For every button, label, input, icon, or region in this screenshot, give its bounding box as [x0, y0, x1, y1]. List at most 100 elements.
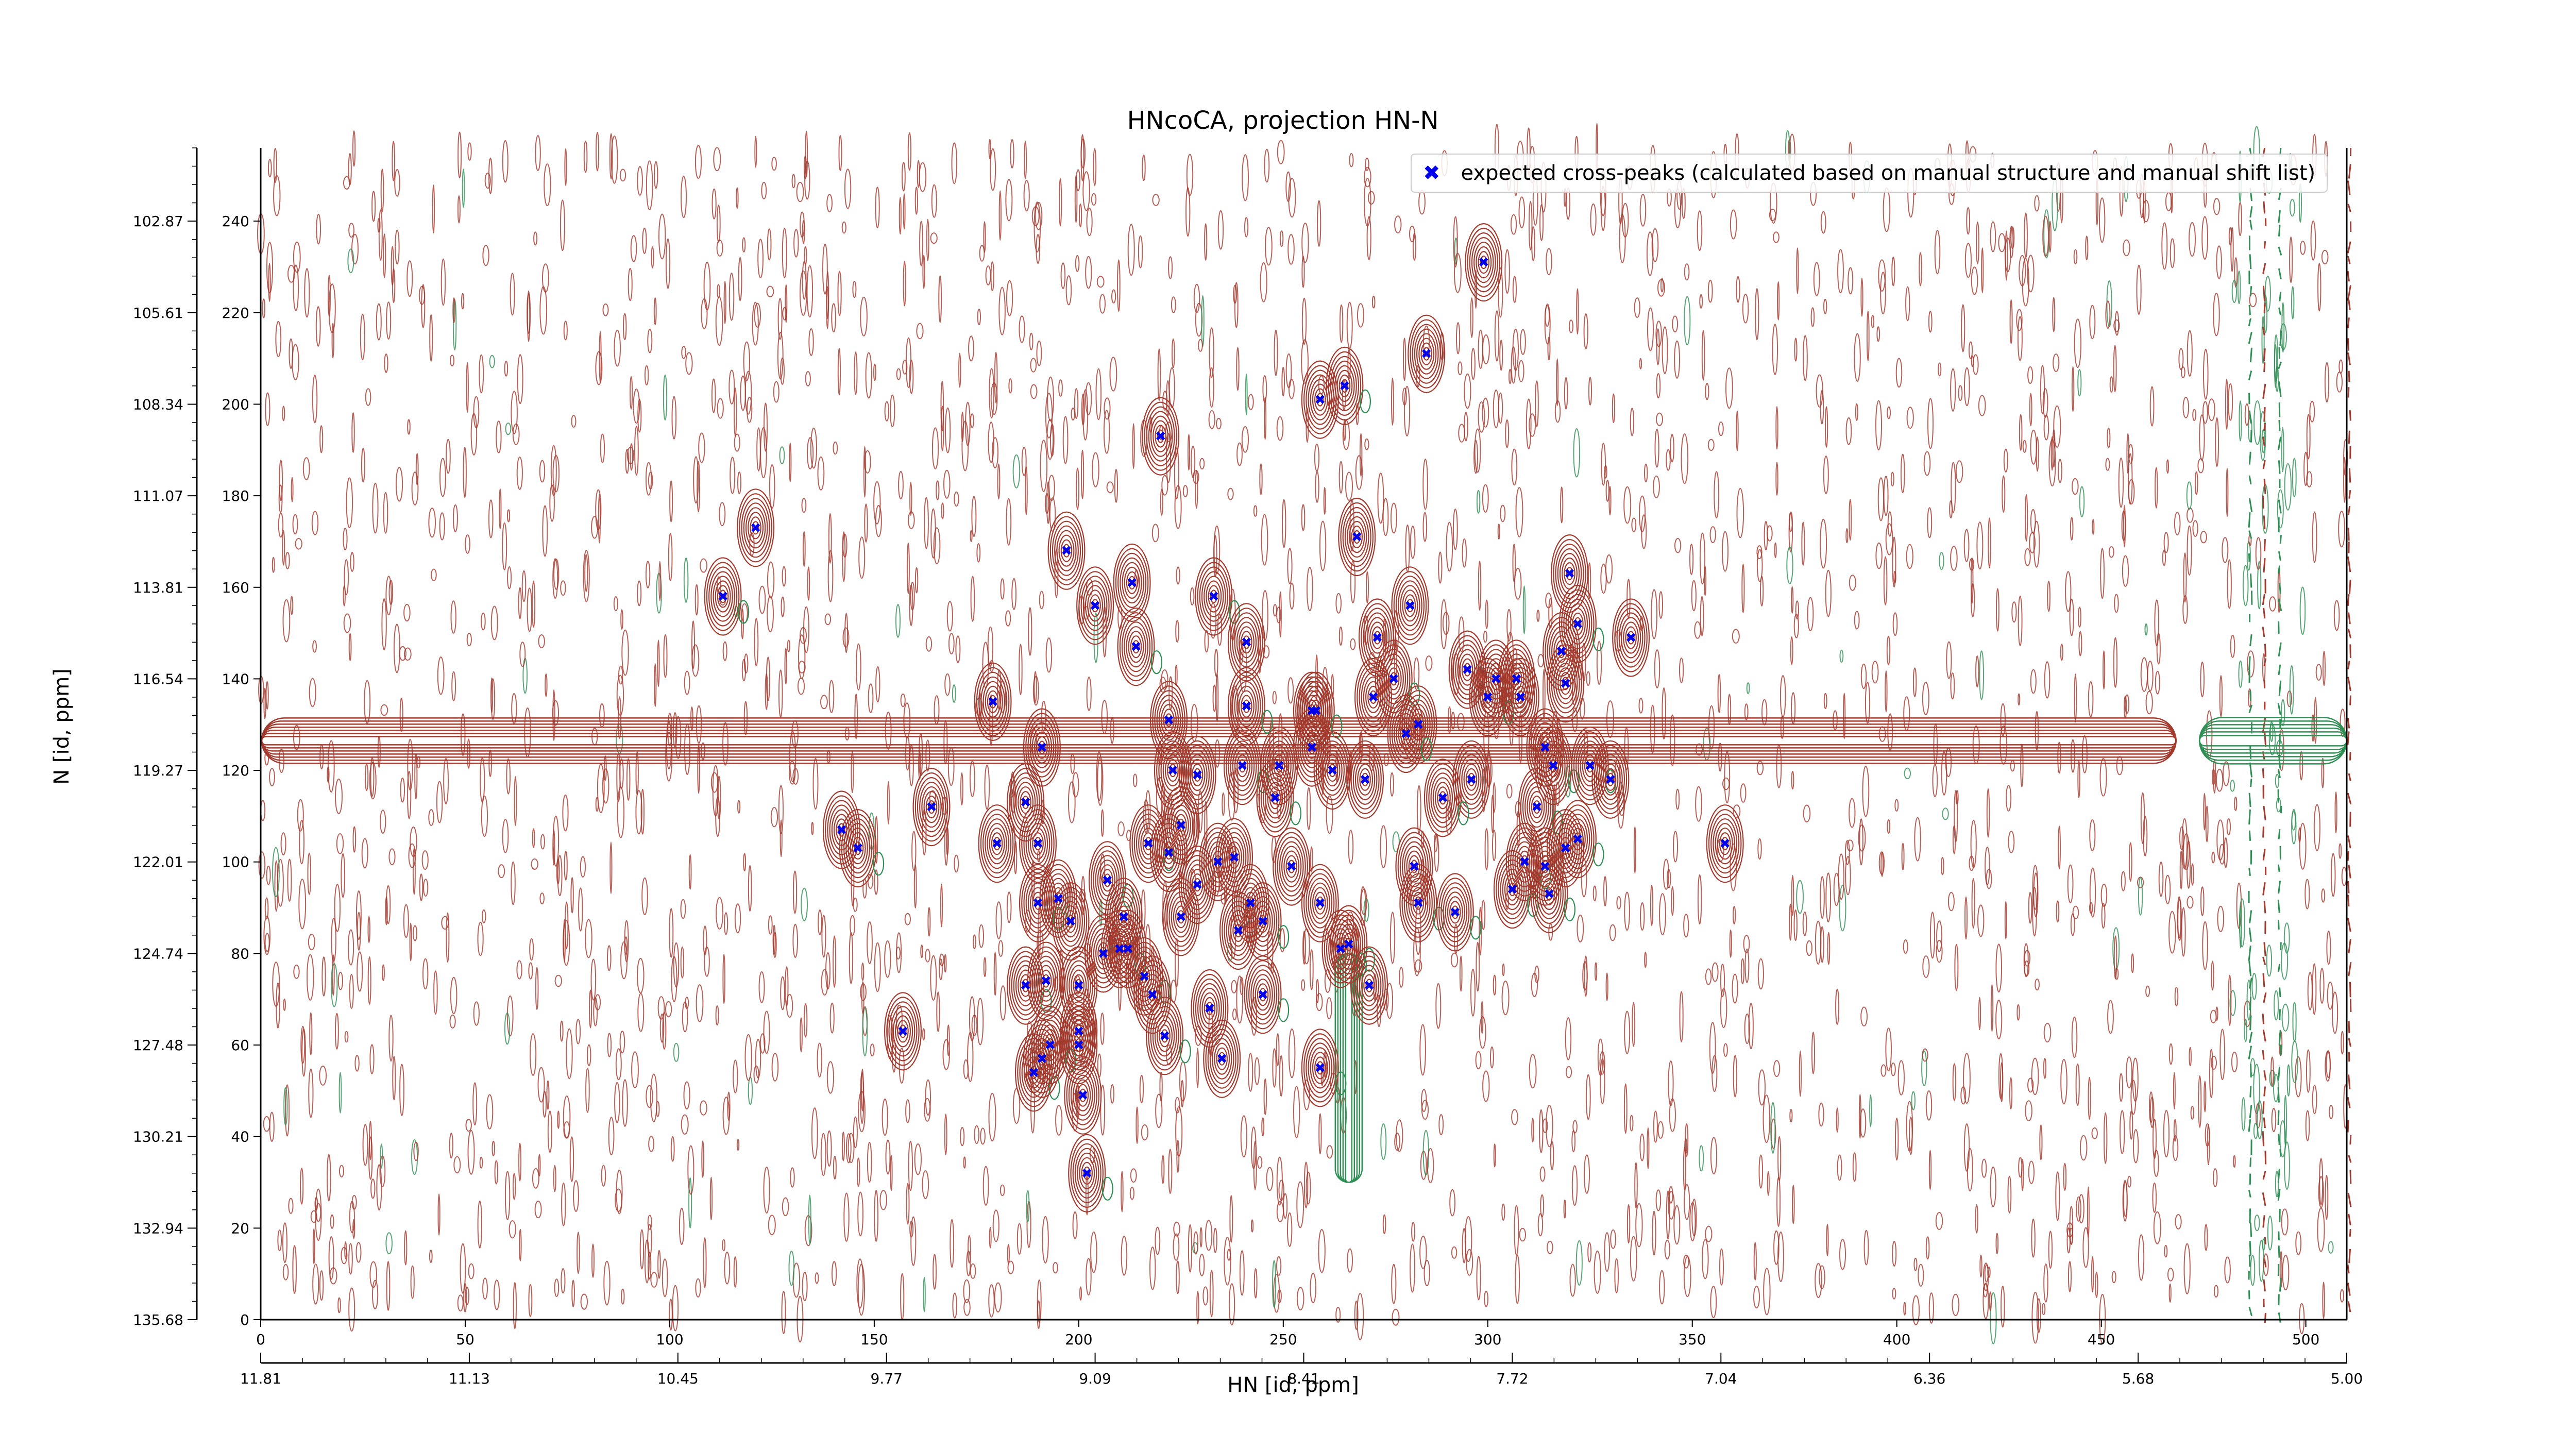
peak-contour [1346, 740, 1384, 819]
noise-contour [1103, 410, 1110, 454]
peak-contour [1354, 759, 1376, 800]
noise-contour [2241, 1097, 2246, 1132]
noise-contour [2007, 1175, 2012, 1214]
noise-contour [1588, 377, 1592, 406]
noise-contour [370, 1178, 376, 1199]
noise-contour [1668, 1060, 1674, 1106]
noise-contour [1493, 974, 1497, 996]
noise-contour [737, 471, 741, 494]
noise-contour [315, 1203, 321, 1222]
peak-contour [1150, 415, 1171, 457]
peak-contour [1453, 639, 1482, 700]
noise-contour [2021, 1159, 2024, 1191]
noise-contour [1577, 914, 1584, 943]
noise-contour [717, 398, 724, 419]
peak-contour [894, 1015, 911, 1048]
noise-contour [1753, 1286, 1760, 1309]
noise-contour [1623, 1083, 1628, 1134]
noise-contour [2175, 1214, 2182, 1229]
noise-contour [1573, 428, 1581, 478]
artefact-streak [2263, 241, 2266, 249]
noise-contour [791, 174, 796, 189]
y-ppm-tick-label: 102.87 [133, 213, 183, 230]
peak-contour [1461, 658, 1473, 681]
artefact-streak [2248, 305, 2251, 315]
noise-contour [2254, 1215, 2260, 1232]
noise-contour [1776, 1176, 1781, 1227]
peak-contour [708, 566, 738, 627]
noise-contour [1281, 366, 1285, 397]
noise-contour [2253, 1064, 2260, 1115]
noise-contour [1922, 1048, 1928, 1062]
peak-contour [1363, 676, 1384, 718]
peak-contour [1445, 891, 1465, 933]
noise-contour [1072, 772, 1079, 798]
expected-cross-peak-marker: ✖ [1360, 772, 1371, 788]
noise-contour [812, 757, 819, 810]
noise-contour [2183, 1243, 2191, 1295]
noise-contour [614, 1082, 620, 1123]
noise-contour [858, 536, 866, 579]
noise-contour [1161, 669, 1168, 690]
peak-contour [1157, 1020, 1173, 1052]
noise-contour [931, 427, 939, 469]
noise-contour [1789, 1109, 1793, 1123]
peak-contour [1391, 703, 1421, 764]
noise-contour [771, 157, 777, 171]
noise-contour [1301, 979, 1306, 991]
noise-contour [919, 221, 924, 266]
noise-contour [350, 552, 354, 572]
noise-contour [1382, 1214, 1386, 1235]
noise-contour [1859, 818, 1863, 866]
y-ppm-tick-label: 127.48 [133, 1037, 183, 1054]
peak-contour [1258, 763, 1292, 833]
noise-contour [2223, 761, 2230, 786]
artefact-streak [2277, 1110, 2280, 1125]
noise-contour [1236, 975, 1243, 1024]
noise-contour [1963, 1123, 1970, 1172]
noise-contour [2213, 1168, 2218, 1188]
noise-contour [1630, 408, 1635, 436]
noise-contour [1592, 885, 1597, 902]
artefact-streak [2263, 479, 2266, 494]
noise-contour [1644, 952, 1647, 968]
noise-contour [1253, 1268, 1258, 1299]
peak-contour [1367, 617, 1388, 659]
noise-contour [1075, 255, 1080, 272]
noise-contour [556, 858, 560, 885]
noise-contour [2069, 1227, 2074, 1245]
peak-contour [1465, 768, 1478, 791]
peak-contour [1416, 333, 1437, 375]
peak-contour [884, 992, 922, 1071]
peak-contour [925, 795, 938, 819]
noise-contour [521, 570, 527, 602]
artefact-streak [2263, 423, 2266, 431]
peak-contour-negative [1261, 710, 1273, 734]
noise-contour [2179, 850, 2183, 890]
peak-contour [985, 685, 1001, 718]
noise-contour [1476, 941, 1480, 992]
noise-contour [1733, 1055, 1738, 1098]
peak-contour [1430, 772, 1455, 823]
noise-contour [1854, 333, 1861, 382]
peak-contour [1107, 882, 1141, 952]
peak-contour [1504, 873, 1520, 906]
noise-contour [591, 516, 599, 539]
noise-contour [466, 633, 472, 647]
noise-contour [315, 1188, 322, 1241]
noise-contour [423, 879, 429, 897]
peak-contour [1418, 338, 1435, 370]
noise-contour [1581, 858, 1587, 898]
artefact-streak [2248, 1189, 2251, 1198]
expected-cross-peak-marker: ✖ [991, 836, 1003, 852]
noise-contour [2306, 414, 2311, 460]
noise-contour [969, 761, 975, 797]
peak-contour [1426, 763, 1460, 833]
noise-contour [2126, 433, 2130, 474]
noise-contour [2275, 1170, 2279, 1198]
artefact-streak [2263, 201, 2266, 214]
noise-contour [637, 958, 645, 993]
noise-contour [766, 285, 774, 297]
noise-contour [1310, 1272, 1316, 1304]
peak-contour [1230, 740, 1255, 791]
